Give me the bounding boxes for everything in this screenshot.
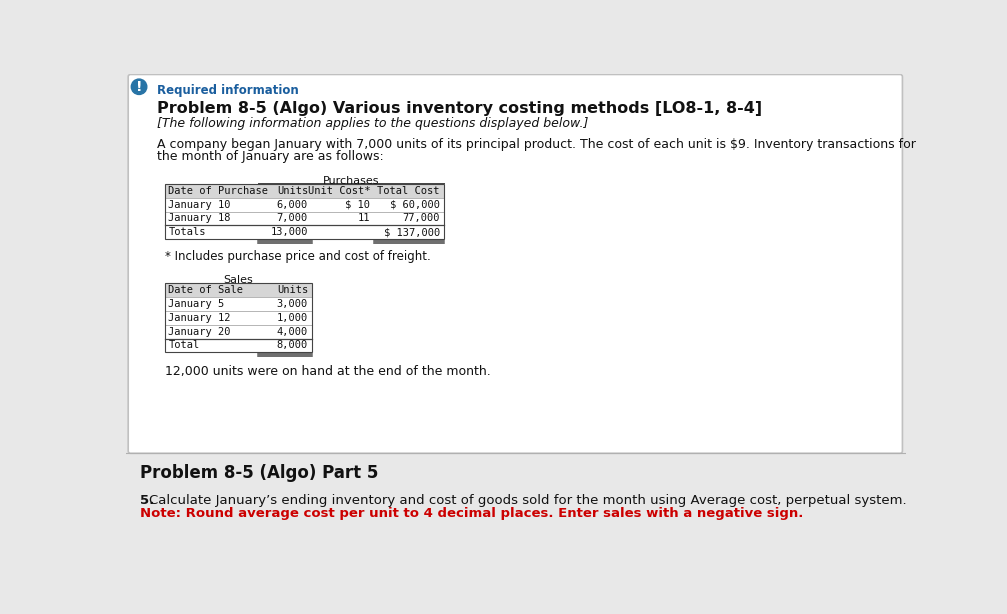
Text: 6,000: 6,000 — [277, 200, 308, 209]
Text: 7,000: 7,000 — [277, 214, 308, 223]
Text: 1,000: 1,000 — [277, 313, 308, 323]
Text: 8,000: 8,000 — [277, 341, 308, 351]
Text: Units: Units — [277, 285, 308, 295]
Text: * Includes purchase price and cost of freight.: * Includes purchase price and cost of fr… — [164, 250, 430, 263]
Text: January 20: January 20 — [168, 327, 231, 336]
Text: Sales: Sales — [224, 276, 253, 286]
Text: 11: 11 — [357, 214, 370, 223]
Text: 13,000: 13,000 — [271, 227, 308, 237]
Text: the month of January are as follows:: the month of January are as follows: — [157, 150, 384, 163]
Text: January 18: January 18 — [168, 214, 231, 223]
Text: January 5: January 5 — [168, 299, 225, 309]
Text: $ 10: $ 10 — [345, 200, 370, 209]
Text: Units: Units — [277, 185, 308, 196]
Text: January 10: January 10 — [168, 200, 231, 209]
Text: Problem 8-5 (Algo) Various inventory costing methods [LO8-1, 8-4]: Problem 8-5 (Algo) Various inventory cos… — [157, 101, 762, 116]
Text: Totals: Totals — [168, 227, 206, 237]
Text: 4,000: 4,000 — [277, 327, 308, 336]
FancyBboxPatch shape — [128, 74, 902, 453]
Text: Note: Round average cost per unit to 4 decimal places. Enter sales with a negati: Note: Round average cost per unit to 4 d… — [140, 507, 804, 520]
Text: 3,000: 3,000 — [277, 299, 308, 309]
Text: January 12: January 12 — [168, 313, 231, 323]
Text: $ 60,000: $ 60,000 — [390, 200, 440, 209]
Text: !: ! — [136, 80, 142, 94]
Text: Calculate January’s ending inventory and cost of goods sold for the month using : Calculate January’s ending inventory and… — [149, 494, 906, 507]
Text: 12,000 units were on hand at the end of the month.: 12,000 units were on hand at the end of … — [164, 365, 490, 378]
Text: 5.: 5. — [140, 494, 154, 507]
Text: Total Cost: Total Cost — [378, 185, 440, 196]
Text: Problem 8-5 (Algo) Part 5: Problem 8-5 (Algo) Part 5 — [140, 464, 379, 482]
Text: Date of Purchase: Date of Purchase — [168, 185, 269, 196]
Text: 77,000: 77,000 — [402, 214, 440, 223]
Circle shape — [131, 79, 147, 95]
Text: A company began January with 7,000 units of its principal product. The cost of e: A company began January with 7,000 units… — [157, 138, 915, 151]
Text: Total: Total — [168, 341, 199, 351]
Text: Unit Cost*: Unit Cost* — [307, 185, 370, 196]
Text: Date of Sale: Date of Sale — [168, 285, 244, 295]
Bar — [164, 184, 444, 198]
Bar — [164, 184, 444, 239]
Text: Purchases: Purchases — [322, 176, 379, 186]
Text: Required information: Required information — [157, 84, 299, 97]
Text: [The following information applies to the questions displayed below.]: [The following information applies to th… — [157, 117, 588, 130]
Text: $ 137,000: $ 137,000 — [384, 227, 440, 237]
Bar — [164, 283, 312, 297]
Bar — [164, 283, 312, 352]
